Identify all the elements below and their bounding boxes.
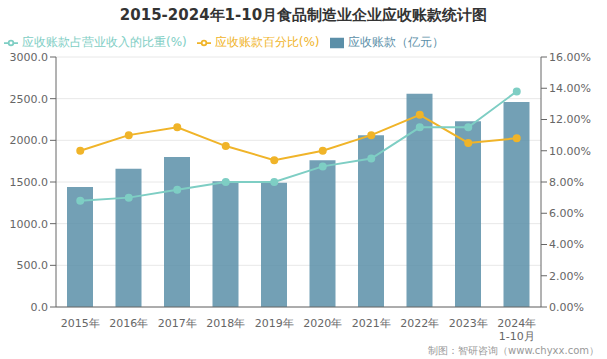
- svg-text:500.0: 500.0: [17, 259, 49, 272]
- svg-text:1500.0: 1500.0: [10, 176, 49, 189]
- svg-text:2500.0: 2500.0: [10, 93, 49, 106]
- svg-text:2015年: 2015年: [61, 317, 100, 330]
- html-text:制图：智研咨询（www.chyxx.com）: 制图：智研咨询（www.chyxx.com）: [428, 345, 599, 356]
- svg-text:16.00%: 16.00%: [549, 51, 591, 64]
- svg-text:4.00%: 4.00%: [549, 238, 584, 251]
- svg-text:2021年: 2021年: [352, 317, 391, 330]
- svg-text:2000.0: 2000.0: [10, 134, 49, 147]
- svg-text:14.00%: 14.00%: [549, 82, 591, 95]
- svg-text:8.00%: 8.00%: [549, 176, 584, 189]
- svg-text:0.0: 0.0: [31, 301, 49, 314]
- svg-text:2016年: 2016年: [109, 317, 148, 330]
- svg-text:2017年: 2017年: [158, 317, 197, 330]
- svg-text:2.00%: 2.00%: [549, 270, 584, 283]
- html-text:应收账款（亿元）: 应收账款（亿元）: [347, 35, 444, 49]
- svg-text:10.00%: 10.00%: [549, 145, 591, 158]
- svg-text:2020年: 2020年: [303, 317, 342, 330]
- html-text:应收账款占营业收入的比重(%): 应收账款占营业收入的比重(%): [22, 35, 187, 49]
- svg-text:2019年: 2019年: [255, 317, 294, 330]
- svg-text:3000.0: 3000.0: [10, 51, 49, 64]
- svg-text:12.00%: 12.00%: [549, 113, 591, 126]
- svg-text:1000.0: 1000.0: [10, 218, 49, 231]
- svg-text:0.00%: 0.00%: [549, 301, 584, 314]
- svg-text:2018年: 2018年: [206, 317, 245, 330]
- svg-text:6.00%: 6.00%: [549, 207, 584, 220]
- html-text:2015-2024年1-10月食品制造业企业应收账款统计图: 2015-2024年1-10月食品制造业企业应收账款统计图: [119, 6, 488, 24]
- svg-text:2024年1-10月: 2024年1-10月: [497, 317, 536, 343]
- svg-text:2023年: 2023年: [449, 317, 488, 330]
- html-text:应收账款百分比(%): 应收账款百分比(%): [214, 35, 320, 49]
- svg-text:2022年: 2022年: [400, 317, 439, 330]
